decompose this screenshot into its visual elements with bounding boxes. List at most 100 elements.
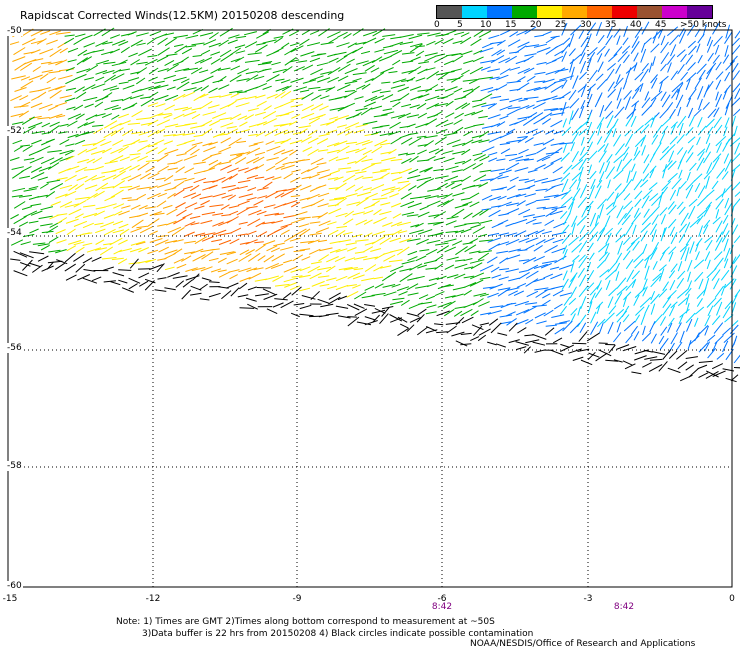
wind-vector <box>712 54 720 64</box>
wind-vector <box>721 230 730 243</box>
wind-vector <box>554 50 564 57</box>
wind-vector <box>354 308 368 317</box>
wind-vector <box>110 167 124 172</box>
wind-vector <box>639 179 649 188</box>
wind-vector <box>649 165 657 174</box>
wind-vector <box>571 171 582 181</box>
legend-swatch-25-30 <box>562 6 587 18</box>
wind-vector <box>352 274 365 280</box>
wind-vector <box>545 45 558 55</box>
wind-vector <box>212 229 227 236</box>
wind-vector <box>488 152 498 156</box>
wind-vector <box>623 291 632 301</box>
wind-vector <box>247 107 259 112</box>
legend-label: 15 <box>505 20 517 30</box>
wind-vector <box>221 175 233 183</box>
wind-vector <box>516 308 530 316</box>
wind-vector <box>445 220 457 226</box>
wind-vector <box>13 270 28 277</box>
wind-vector <box>715 79 722 90</box>
wind-vector <box>685 302 690 314</box>
wind-vector <box>361 295 375 299</box>
wind-vector <box>83 168 95 171</box>
wind-vector <box>697 185 706 199</box>
wind-vector <box>631 212 641 225</box>
wind-vector <box>191 107 202 111</box>
pass-time-label: 8:42 <box>431 602 453 612</box>
wind-vector <box>426 70 439 80</box>
wind-vector <box>577 348 590 352</box>
wind-vector <box>643 154 650 164</box>
wind-vector <box>713 116 722 129</box>
wind-vector <box>705 133 711 144</box>
wind-vector <box>266 245 278 252</box>
wind-vector <box>407 292 419 296</box>
wind-vector <box>390 171 401 175</box>
wind-vector <box>732 108 740 117</box>
wind-vector <box>140 98 154 107</box>
wind-vector <box>172 76 187 82</box>
wind-vector <box>318 174 332 180</box>
wind-vector <box>445 70 455 74</box>
wind-vector <box>662 246 670 255</box>
wind-vector <box>50 182 64 191</box>
wind-vector <box>118 279 128 284</box>
wind-vector <box>633 252 644 263</box>
wind-vector <box>495 343 506 348</box>
wind-vector <box>731 163 740 173</box>
wind-vector <box>211 239 222 243</box>
wind-vector <box>28 220 39 224</box>
wind-vector <box>578 30 585 39</box>
wind-vector <box>29 228 39 234</box>
wind-vector <box>650 43 660 53</box>
wind-vector <box>642 189 653 200</box>
wind-vector <box>83 96 98 102</box>
wind-vector <box>185 34 199 39</box>
wind-vector <box>40 244 50 251</box>
wind-vector <box>649 152 656 163</box>
wind-vector <box>633 294 640 306</box>
wind-vector <box>171 226 185 236</box>
wind-vector <box>158 246 170 253</box>
wind-vector <box>335 182 347 191</box>
wind-vector <box>144 278 156 284</box>
wind-vector <box>533 86 547 91</box>
wind-vector <box>715 91 719 101</box>
wind-vector <box>238 193 254 198</box>
wind-vector <box>595 352 608 362</box>
wind-vector <box>118 145 129 154</box>
wind-vector <box>731 294 738 305</box>
wind-vector <box>92 138 106 146</box>
wind-vector <box>145 147 158 155</box>
wind-vector <box>354 96 364 100</box>
wind-vector <box>327 221 337 226</box>
wind-vector <box>14 62 27 71</box>
wind-vector <box>40 223 53 227</box>
wind-vector <box>676 201 684 210</box>
wind-vector <box>488 136 502 143</box>
wind-vector <box>481 66 491 71</box>
wind-vector <box>436 275 447 281</box>
wind-vector <box>704 236 713 244</box>
wind-vector <box>489 305 504 309</box>
wind-vector <box>534 71 546 75</box>
wind-vector <box>23 157 35 161</box>
wind-vector <box>371 105 383 110</box>
wind-vector <box>254 241 264 244</box>
wind-vector <box>212 176 226 183</box>
wind-vector <box>658 361 668 372</box>
wind-vector <box>256 287 272 289</box>
wind-vector <box>542 206 558 210</box>
wind-vector <box>129 164 140 171</box>
wind-vector <box>64 150 75 156</box>
wind-vector <box>166 86 176 91</box>
wind-vector <box>684 247 690 262</box>
wind-vector <box>157 147 167 155</box>
wind-vector <box>191 193 202 200</box>
wind-vector <box>40 157 55 165</box>
wind-vector <box>156 200 167 208</box>
wind-vector <box>497 201 512 208</box>
wind-vector <box>371 145 383 154</box>
wind-vector <box>445 165 459 171</box>
wind-vector <box>651 194 662 207</box>
